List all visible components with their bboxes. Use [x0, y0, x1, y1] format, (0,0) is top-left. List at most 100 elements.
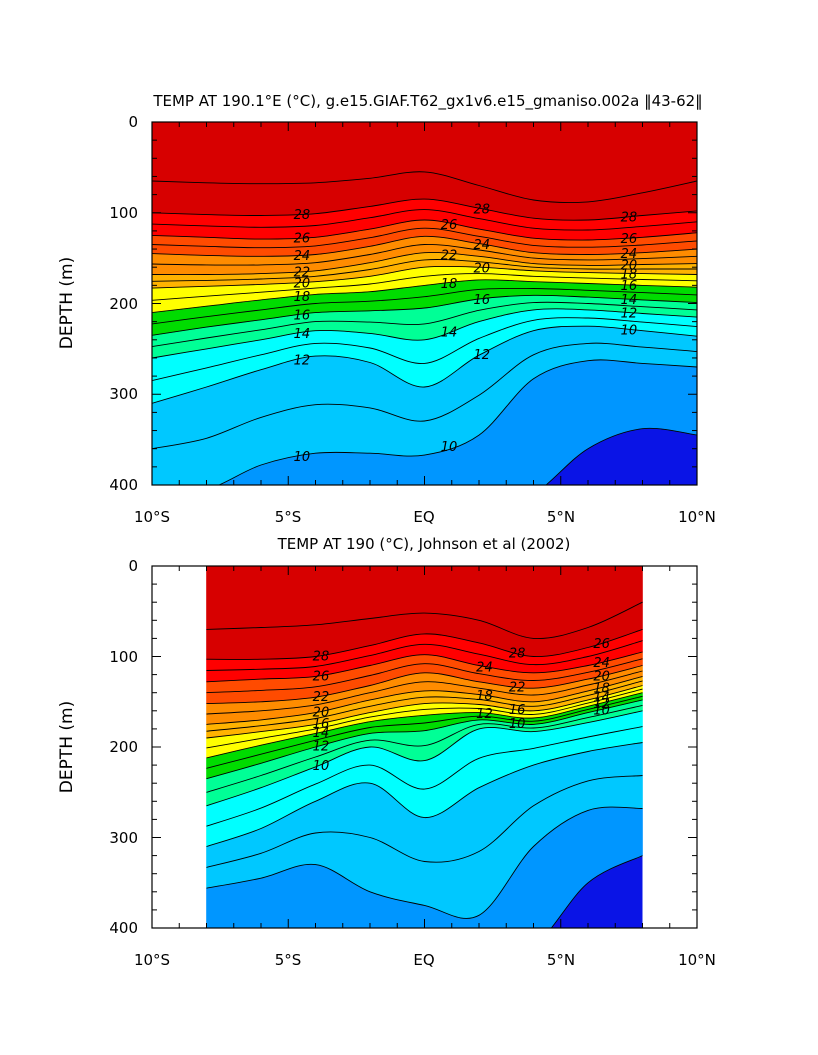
x-tick-label: 10°N [678, 951, 716, 969]
contour-label-text: 20 [294, 276, 311, 291]
isotherm-line [206, 685, 643, 739]
isotherm-line [152, 198, 697, 221]
contour-label: 18 [294, 290, 311, 305]
panel-top-model-section: TEMP AT 190.1°E (°C), g.e15.GIAF.T62_gx1… [57, 92, 716, 526]
contour-label: 20 [313, 705, 330, 720]
x-tick-label: 10°S [134, 951, 170, 969]
x-tick-label: EQ [413, 951, 434, 969]
contour-label-text: 22 [509, 680, 526, 695]
y-axis-label-top: DEPTH (m) [57, 257, 77, 349]
contour-label-text: 18 [621, 267, 638, 282]
chart-title-top: TEMP AT 190.1°E (°C), g.e15.GIAF.T62_gx1… [152, 92, 702, 111]
x-tick-labels-bottom: 10°S 5°S EQ 5°N 10°N [134, 951, 716, 969]
contour-label: 26 [441, 218, 458, 233]
contour-label: 26 [593, 637, 610, 652]
isotherm-line [206, 670, 643, 715]
contour-label: 22 [509, 680, 526, 695]
isotherm-line [152, 259, 697, 282]
contour-label: 20 [473, 261, 490, 276]
contour-label-text: 18 [441, 277, 458, 292]
contour-label: 18 [621, 267, 638, 282]
isotherm-line [206, 665, 643, 705]
contour-label-text: 20 [593, 670, 610, 685]
contour-label: 22 [313, 690, 330, 705]
isotherm-line [206, 651, 643, 683]
isotherm-lines-top [152, 171, 697, 485]
isotherm-line [206, 640, 643, 671]
contour-label: 28 [621, 211, 638, 226]
contour-label-text: 16 [294, 308, 311, 323]
contour-label: 12 [593, 697, 610, 712]
contour-label: 18 [593, 681, 610, 696]
contour-label-text: 28 [473, 203, 490, 218]
contour-label-text: 14 [441, 326, 458, 341]
contour-label-text: 28 [294, 208, 311, 223]
y-tick-label: 200 [109, 738, 138, 756]
contour-label: 24 [593, 656, 610, 671]
contour-label: 16 [621, 279, 638, 294]
contour-label-text: 20 [473, 261, 490, 276]
isotherm-line [206, 695, 643, 769]
contour-label-text: 26 [621, 232, 638, 247]
isotherm-line [550, 855, 643, 928]
contour-label-text: 28 [621, 211, 638, 226]
contour-label-text: 10 [441, 440, 458, 455]
y-axis-label-bottom: DEPTH (m) [57, 701, 77, 793]
isotherm-line [152, 171, 697, 204]
isotherm-line [206, 688, 643, 749]
isotherm-line [152, 235, 697, 257]
contour-label-text: 16 [313, 717, 330, 732]
isotherm-line [206, 704, 643, 793]
x-tick-label: 5°S [275, 508, 302, 526]
contour-label-text: 12 [473, 348, 490, 363]
isotherm-line [206, 699, 643, 780]
y-tick-label: 100 [109, 204, 138, 222]
x-tick-label: 5°S [275, 951, 302, 969]
isotherm-line [206, 680, 643, 732]
contour-label: 14 [621, 293, 638, 308]
isotherm-line [152, 301, 697, 348]
y-tick-label: 0 [128, 113, 138, 131]
isotherm-line [152, 265, 697, 289]
contour-label: 10 [441, 440, 458, 455]
axis-ticks-bottom [151, 565, 698, 929]
contour-label: 22 [294, 266, 311, 281]
contour-label: 28 [473, 203, 490, 218]
contour-label-text: 28 [313, 649, 330, 664]
contour-label: 24 [476, 660, 493, 675]
y-tick-label: 200 [109, 295, 138, 313]
isotherm-line [152, 317, 697, 382]
isotherm-line [206, 742, 643, 847]
contour-label-text: 22 [313, 690, 330, 705]
contour-labels-bottom: 2828262624242222202018181616141412121210… [313, 637, 610, 774]
contour-label: 14 [593, 690, 610, 705]
isotherm-line [206, 658, 643, 694]
isotherm-line [152, 294, 697, 336]
contour-label: 10 [294, 450, 311, 465]
x-tick-label: 10°S [134, 508, 170, 526]
contour-label: 28 [509, 646, 526, 661]
y-tick-label: 400 [109, 919, 138, 937]
contour-label: 12 [313, 740, 330, 755]
contour-label-text: 14 [294, 327, 311, 342]
contour-label: 20 [621, 259, 638, 274]
contour-label: 24 [473, 238, 490, 253]
contour-label: 12 [476, 707, 493, 722]
contour-label: 10 [621, 324, 638, 339]
isotherm-line [152, 252, 697, 275]
contour-label-text: 14 [593, 690, 610, 705]
contour-label: 20 [593, 670, 610, 685]
contour-label: 18 [441, 277, 458, 292]
isotherm-line [152, 209, 697, 231]
isotherm-line [152, 308, 697, 359]
contour-label-text: 28 [509, 646, 526, 661]
contour-label: 16 [473, 293, 490, 308]
y-tick-labels-bottom: 0 100 200 300 400 [109, 557, 138, 937]
isotherm-line [206, 710, 643, 807]
contour-label-text: 16 [621, 279, 638, 294]
contour-label: 14 [313, 726, 330, 741]
contour-label: 16 [294, 308, 311, 323]
contour-label: 14 [294, 327, 311, 342]
y-tick-label: 300 [109, 829, 138, 847]
